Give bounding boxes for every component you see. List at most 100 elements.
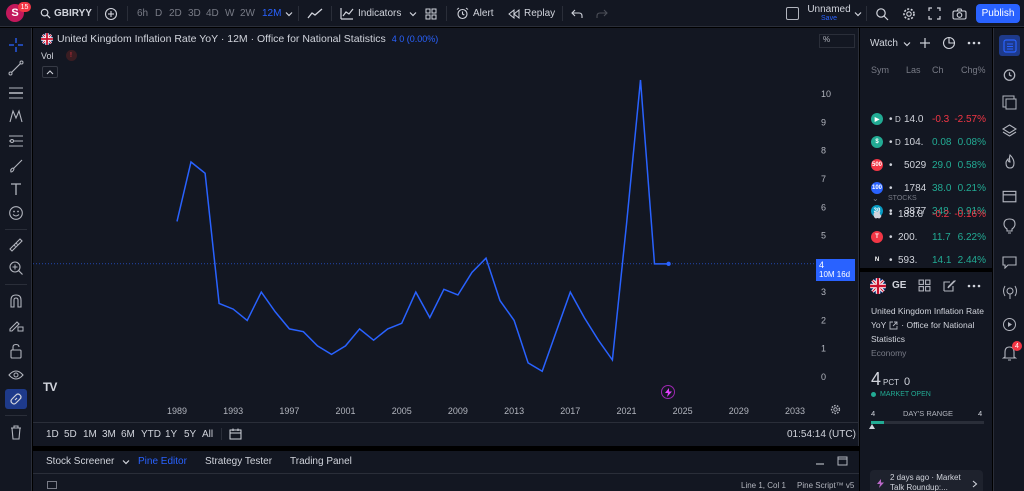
layers-toggle[interactable] xyxy=(999,121,1020,142)
link-tool[interactable] xyxy=(5,389,27,409)
console-icon[interactable] xyxy=(47,481,57,489)
measure-tool[interactable] xyxy=(5,235,27,255)
range-ytd[interactable]: YTD xyxy=(141,423,161,445)
zoom-tool[interactable] xyxy=(5,258,27,278)
publish-button[interactable]: Publish xyxy=(976,4,1020,23)
tradingview-logo[interactable]: TV xyxy=(43,380,57,394)
fib-tool[interactable] xyxy=(5,131,27,151)
go-to-date-button[interactable] xyxy=(229,423,242,445)
chart-pane[interactable]: United Kingdom Inflation Rate YoY · 12M … xyxy=(33,28,859,446)
ideas-toggle[interactable] xyxy=(999,215,1020,236)
quick-search-button[interactable] xyxy=(875,0,889,27)
crosshair-tool[interactable] xyxy=(5,35,27,55)
interval-12m[interactable]: 12M xyxy=(262,0,281,27)
horizontal-lines-tool[interactable] xyxy=(5,83,27,103)
alert-button[interactable]: Alert xyxy=(456,0,494,27)
detail-symbol-code[interactable]: GE xyxy=(892,280,906,291)
tab-stock-screener[interactable]: Stock Screener xyxy=(46,456,130,467)
watchlist-row[interactable]: ▶ • D 14.0 -0.3 -2.57% xyxy=(860,109,992,129)
interval-2w[interactable]: 2W xyxy=(240,0,255,27)
layout-checkbox[interactable] xyxy=(786,7,799,20)
remove-drawings-tool[interactable] xyxy=(5,422,27,442)
indicators-button[interactable]: Indicators xyxy=(340,0,417,27)
news-card[interactable]: 2 days ago · Market Talk Roundup:... xyxy=(870,470,983,491)
tab-pine-editor[interactable]: Pine Editor xyxy=(138,456,187,467)
lightning-badge[interactable] xyxy=(661,385,675,399)
interval-6h[interactable]: 6h xyxy=(137,0,148,27)
notifications-toggle[interactable] xyxy=(999,342,1020,363)
text-tool[interactable] xyxy=(5,179,27,199)
brush-tool[interactable] xyxy=(5,156,27,176)
range-3m[interactable]: 3M xyxy=(102,423,116,445)
watchlist-row[interactable]: $ • D 104. 0.08 0.08% xyxy=(860,132,992,152)
emoji-tool[interactable] xyxy=(5,203,27,223)
header-symbol[interactable]: Sym xyxy=(871,65,889,75)
watchlist-row[interactable]: T • 200. 11.7 6.22% xyxy=(860,227,992,247)
magnet-tool[interactable] xyxy=(5,291,27,311)
range-5y[interactable]: 5Y xyxy=(184,423,196,445)
range-1y[interactable]: 1Y xyxy=(165,423,177,445)
calendar-toggle[interactable] xyxy=(999,185,1020,206)
interval-w[interactable]: W xyxy=(225,0,234,27)
watchlist-title[interactable]: Watch xyxy=(870,38,911,49)
advanced-view-button[interactable] xyxy=(942,36,956,53)
add-symbol-button[interactable] xyxy=(919,37,931,52)
detail-layout-button[interactable] xyxy=(918,279,931,295)
interval-3d[interactable]: 3D xyxy=(188,0,201,27)
interval-dropdown[interactable] xyxy=(285,0,293,27)
templates-button[interactable] xyxy=(425,0,437,27)
range-1d[interactable]: 1D xyxy=(46,423,59,445)
stocks-section-header[interactable]: ⌄ STOCKS xyxy=(860,188,992,208)
lock-drawings-tool[interactable] xyxy=(5,341,27,361)
undo-button[interactable] xyxy=(571,0,583,27)
volume-label[interactable]: Vol xyxy=(41,50,54,61)
range-1m[interactable]: 1M xyxy=(83,423,97,445)
detail-edit-button[interactable] xyxy=(943,279,957,295)
alerts-toggle[interactable] xyxy=(999,64,1020,85)
object-tree-toggle[interactable] xyxy=(999,92,1020,113)
clock-display[interactable]: 01:54:14 (UTC) xyxy=(787,423,856,445)
external-link-icon[interactable] xyxy=(889,321,898,330)
watchlist-row[interactable]: 100 • 1784 38.0 0.21% xyxy=(860,178,992,198)
hide-drawings-tool[interactable] xyxy=(5,365,27,385)
layout-dropdown[interactable] xyxy=(854,0,862,27)
tab-strategy-tester[interactable]: Strategy Tester xyxy=(205,456,272,467)
watchlist-row[interactable]: 500 • 5029 29.0 0.58% xyxy=(860,155,992,175)
watchlist-row[interactable]: N • 593. 14.1 2.44% xyxy=(860,250,992,270)
price-scale-unit[interactable]: % xyxy=(819,34,855,48)
range-all[interactable]: All xyxy=(202,423,213,445)
symbol-search[interactable]: GBIRYY xyxy=(40,0,92,27)
collapse-legend-button[interactable] xyxy=(42,66,58,78)
pitchfork-tool[interactable] xyxy=(5,106,27,126)
hotlists-toggle[interactable] xyxy=(999,151,1020,172)
interval-d[interactable]: D xyxy=(155,0,162,27)
header-last[interactable]: Las xyxy=(906,65,921,75)
snapshot-button[interactable] xyxy=(952,0,967,27)
pine-version[interactable]: Pine Script™ v5 xyxy=(797,481,854,490)
chart-type-button[interactable] xyxy=(307,0,323,27)
legend-title[interactable]: United Kingdom Inflation Rate YoY · 12M … xyxy=(57,33,386,45)
tab-trading-panel[interactable]: Trading Panel xyxy=(290,456,352,467)
header-change[interactable]: Ch xyxy=(932,65,944,75)
maximize-panel-button[interactable] xyxy=(837,456,848,469)
detail-menu-button[interactable] xyxy=(967,281,981,294)
settings-button[interactable] xyxy=(902,0,916,27)
watchlist-row[interactable]: • 183.8 -0.2 -0.16% xyxy=(860,204,992,224)
streams-toggle[interactable] xyxy=(999,282,1020,303)
watchlist-menu-button[interactable] xyxy=(967,37,981,52)
interval-4d[interactable]: 4D xyxy=(206,0,219,27)
replay-toggle[interactable] xyxy=(999,314,1020,335)
chart-settings-button[interactable] xyxy=(830,404,841,418)
interval-2d[interactable]: 2D xyxy=(169,0,182,27)
compare-symbol-button[interactable] xyxy=(104,0,118,27)
trend-line-tool[interactable] xyxy=(5,58,27,78)
replay-button[interactable]: Replay xyxy=(508,0,555,27)
stay-in-drawing-tool[interactable] xyxy=(5,315,27,335)
chats-toggle[interactable] xyxy=(999,251,1020,272)
range-5d[interactable]: 5D xyxy=(64,423,77,445)
layout-name[interactable]: Unnamed Save xyxy=(807,4,851,22)
range-6m[interactable]: 6M xyxy=(121,423,135,445)
header-change-percent[interactable]: Chg% xyxy=(961,65,986,75)
minimize-panel-button[interactable] xyxy=(815,456,825,469)
redo-button[interactable] xyxy=(596,0,608,27)
